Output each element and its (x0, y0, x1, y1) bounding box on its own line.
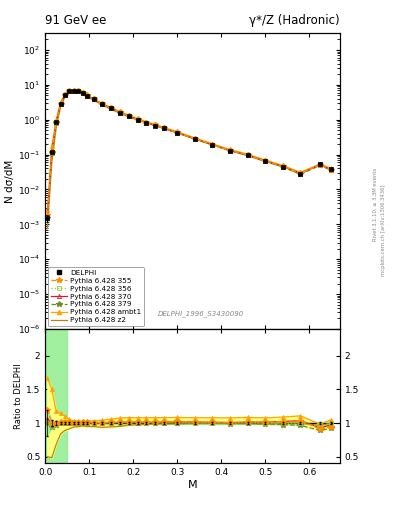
Text: mcplots.cern.ch [arXiv:1306.3436]: mcplots.cern.ch [arXiv:1306.3436] (381, 185, 386, 276)
X-axis label: M: M (188, 480, 197, 490)
Text: DELPHI_1996_S3430090: DELPHI_1996_S3430090 (158, 310, 244, 317)
Y-axis label: N dσ/dM: N dσ/dM (5, 160, 15, 203)
Legend: DELPHI, Pythia 6.428 355, Pythia 6.428 356, Pythia 6.428 370, Pythia 6.428 379, : DELPHI, Pythia 6.428 355, Pythia 6.428 3… (48, 267, 145, 326)
Bar (45, 329, 67, 463)
Text: 91 GeV ee: 91 GeV ee (45, 14, 107, 27)
Y-axis label: Ratio to DELPHI: Ratio to DELPHI (14, 364, 23, 429)
Text: γ*/Z (Hadronic): γ*/Z (Hadronic) (249, 14, 340, 27)
Text: Rivet 3.1.10, ≥ 3.3M events: Rivet 3.1.10, ≥ 3.3M events (373, 168, 378, 242)
